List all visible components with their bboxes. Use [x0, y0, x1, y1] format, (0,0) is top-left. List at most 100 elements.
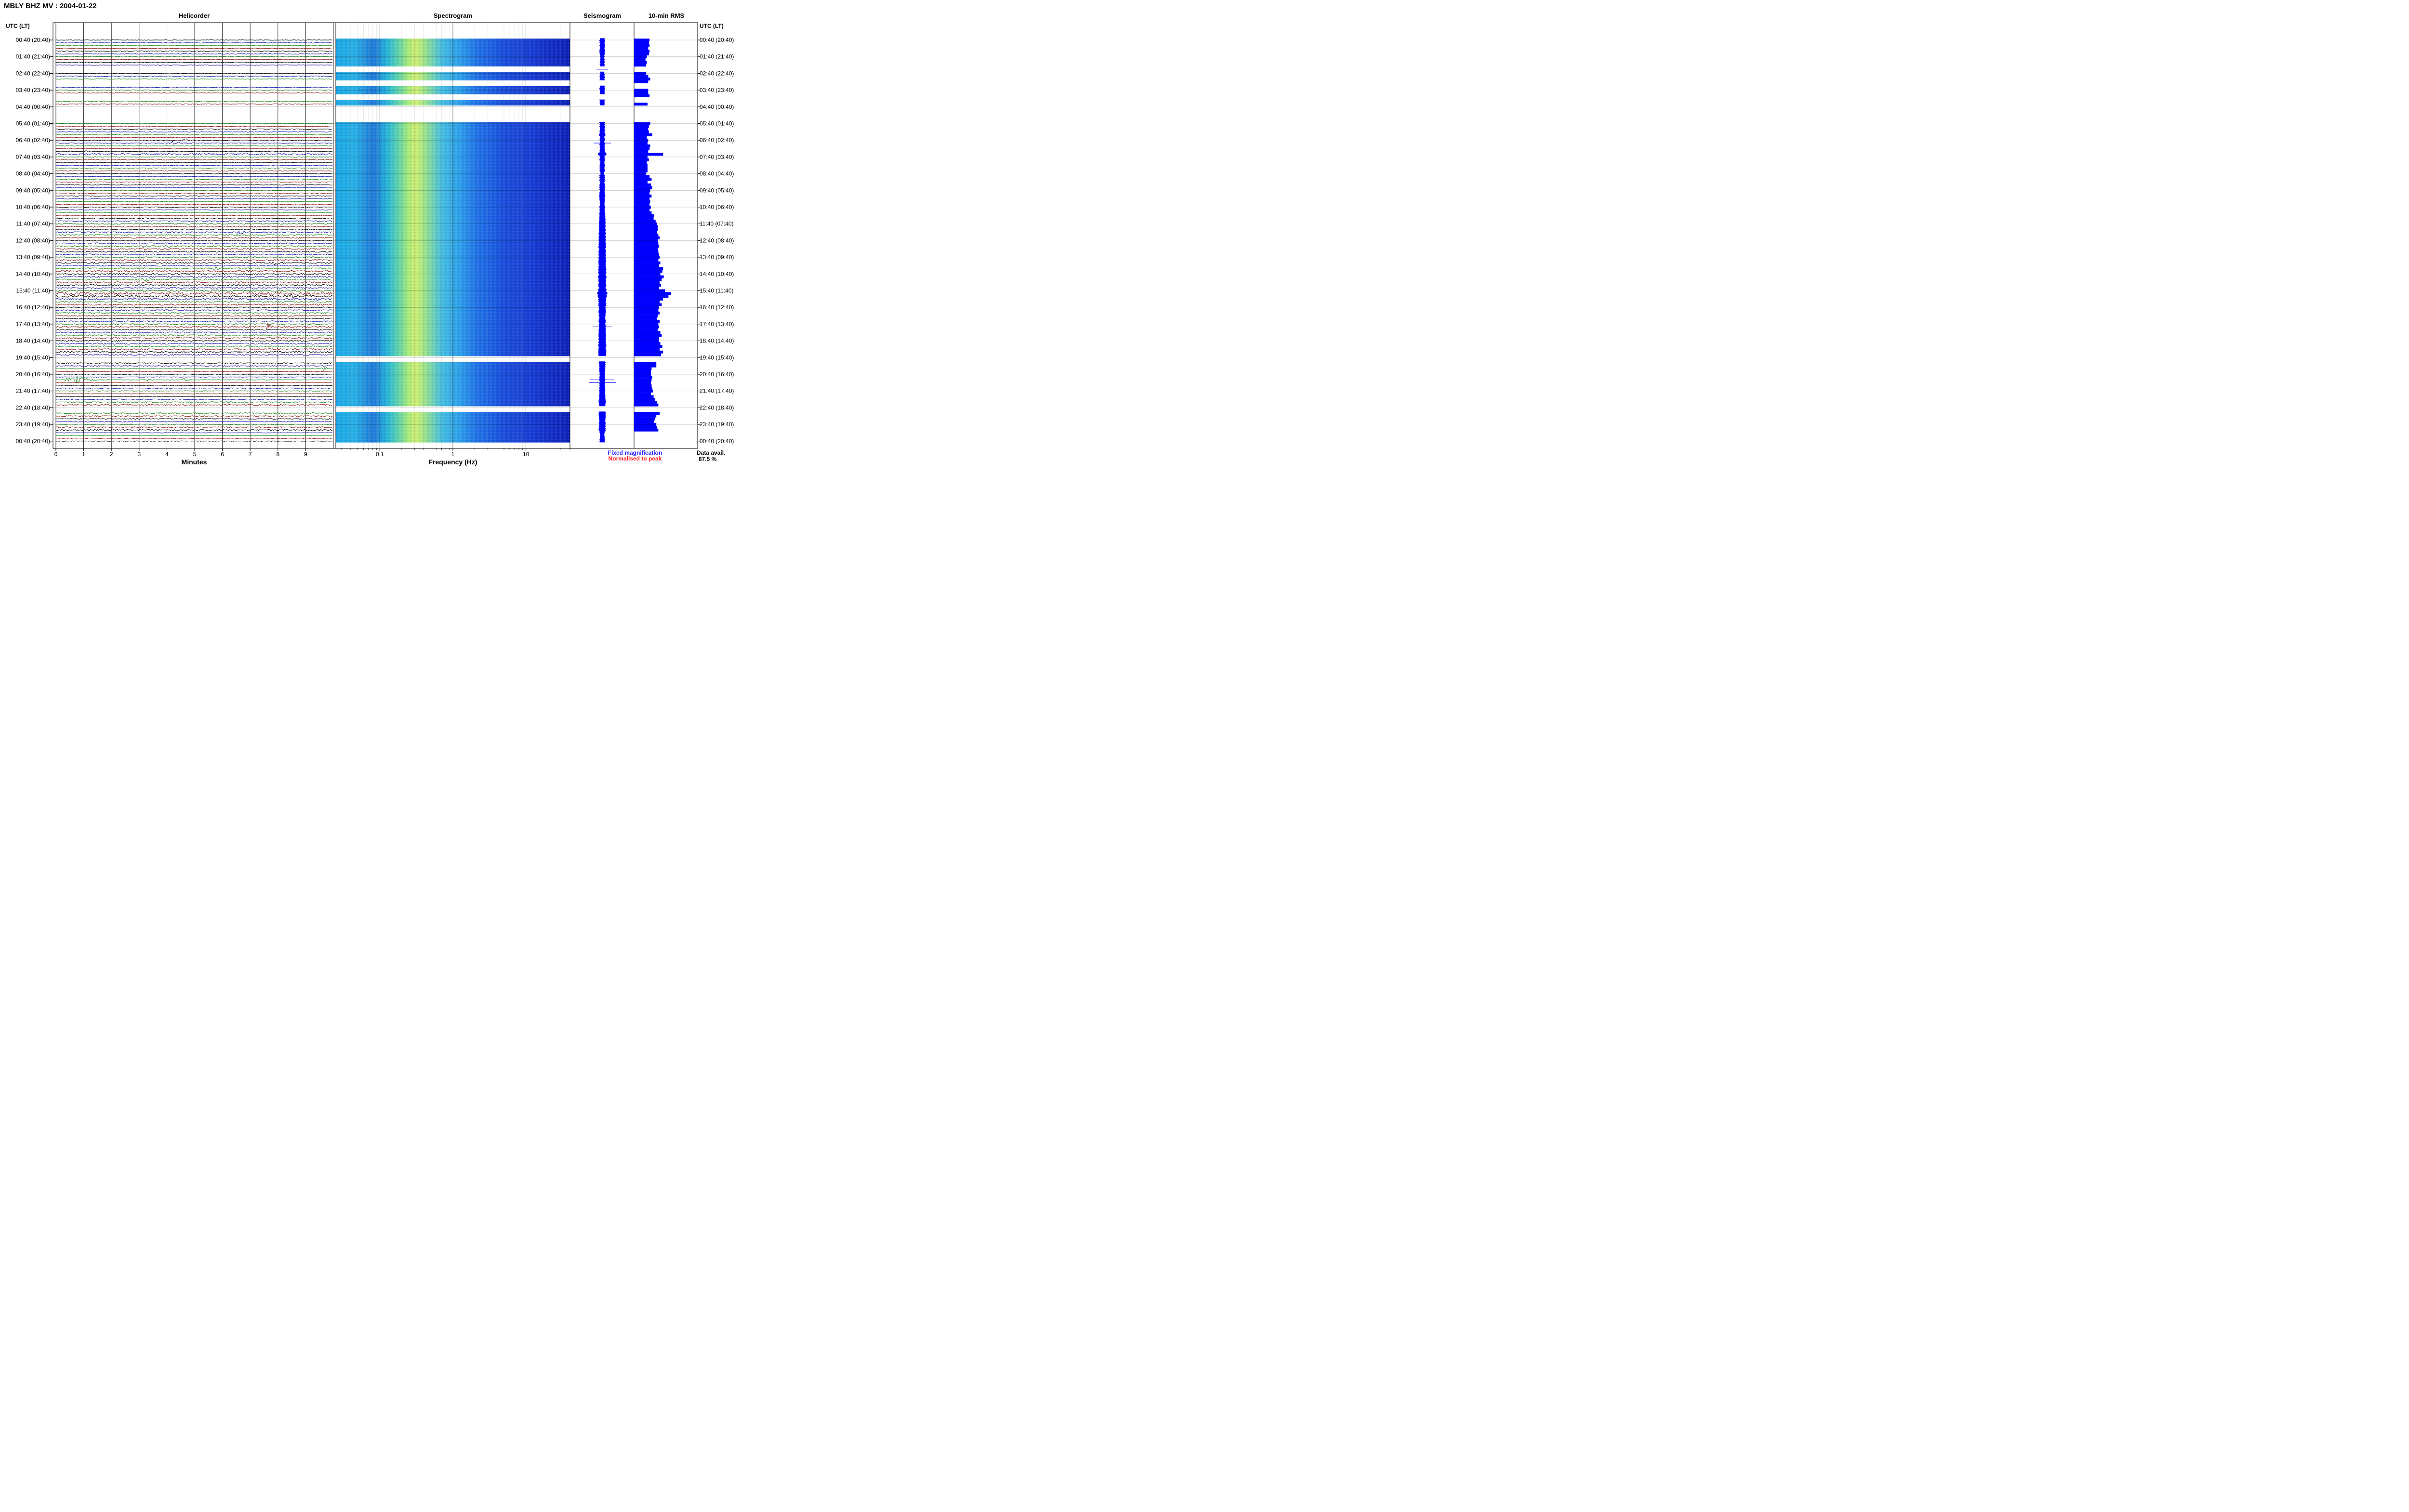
rms-bar	[634, 292, 671, 295]
rms-bar	[634, 144, 650, 147]
helicorder-trace	[55, 334, 333, 337]
helicorder-trace	[55, 276, 333, 278]
rms-bar	[634, 367, 652, 370]
left-time-label: 21:40 (17:40)	[16, 388, 50, 394]
helicorder-trace	[55, 138, 333, 142]
helicorder-trace	[55, 42, 333, 43]
helicorder-trace	[55, 190, 333, 191]
rms-bar	[634, 80, 649, 83]
rms-bar	[634, 89, 649, 92]
helicorder-trace	[55, 382, 333, 383]
helicorder-trace	[55, 159, 333, 160]
rms-bar	[634, 384, 652, 387]
helicorder-trace	[55, 365, 333, 367]
rms-bar	[634, 339, 659, 342]
rms-bar	[634, 153, 663, 156]
right-time-label: 07:40 (03:40)	[700, 154, 734, 160]
rms-bar	[634, 392, 651, 395]
helicorder-trace	[55, 415, 333, 417]
helicorder-trace	[55, 306, 333, 309]
right-time-label: 20:40 (16:40)	[700, 371, 734, 378]
helicorder-trace	[55, 264, 333, 267]
seismogram-trace	[599, 38, 606, 66]
rms-bar	[634, 125, 649, 128]
helicorder-trace	[55, 298, 333, 302]
helicorder-trace	[55, 323, 333, 325]
right-time-label: 09:40 (05:40)	[700, 187, 734, 194]
rms-bar	[634, 133, 652, 136]
left-time-label: 10:40 (06:40)	[16, 204, 50, 210]
rms-bar	[634, 197, 650, 200]
rms-bar	[634, 414, 657, 418]
rms-bar	[634, 272, 661, 276]
rms-bar	[634, 375, 652, 379]
helicorder-trace	[55, 345, 333, 348]
helicorder-trace	[55, 348, 333, 350]
rms-bar	[634, 398, 655, 401]
data-availability-value: 87.5 %	[699, 456, 717, 462]
helicorder-trace	[55, 317, 333, 320]
helicorder-trace	[55, 421, 333, 422]
left-time-label: 23:40 (19:40)	[16, 421, 50, 428]
rms-bar	[634, 284, 661, 287]
helicorder-trace	[55, 140, 333, 145]
rms-bar	[634, 345, 662, 348]
rms-bar	[634, 58, 646, 61]
helicorder-trace	[55, 176, 333, 177]
helicorder-trace	[55, 435, 333, 436]
rms-bar	[634, 320, 660, 323]
helicorder-trace	[55, 201, 333, 202]
helicorder-trace	[55, 225, 333, 228]
rms-bar	[634, 325, 659, 329]
right-time-label: 23:40 (19:40)	[700, 421, 734, 428]
rms-bar	[634, 258, 659, 262]
rms-bar	[634, 61, 647, 64]
rms-bar	[634, 222, 657, 225]
rms-bar	[634, 161, 647, 164]
rms-bar	[634, 72, 647, 75]
helicorder-trace	[55, 126, 333, 127]
helicorder-trace	[55, 239, 333, 242]
helicorder-trace	[55, 173, 333, 174]
right-time-label: 15:40 (11:40)	[700, 288, 734, 294]
seismogram-title: Seismogram	[583, 12, 621, 19]
helicorder-trace	[55, 390, 333, 392]
helicorder-trace	[55, 87, 333, 88]
rms-bar	[634, 309, 659, 312]
rms-bar	[634, 55, 647, 58]
helicorder-trace	[55, 301, 333, 303]
helicorder-trace	[55, 217, 333, 219]
left-time-axis-title: UTC (LT)	[6, 23, 30, 29]
rms-bar	[634, 64, 647, 67]
helicorder-trace	[55, 418, 333, 420]
helicorder-trace	[55, 48, 333, 49]
rms-bar	[634, 91, 649, 94]
rms-bar	[634, 217, 654, 220]
rms-bar	[634, 186, 652, 189]
rms-bar	[634, 417, 655, 421]
right-time-label: 03:40 (23:40)	[700, 87, 734, 93]
seismogram-trace	[599, 71, 605, 80]
helicorder-panel	[53, 22, 336, 449]
rms-bar	[634, 206, 651, 209]
rms-bar	[634, 278, 662, 281]
rms-bar	[634, 364, 657, 368]
helicorder-trace	[55, 228, 333, 231]
right-time-label: 14:40 (10:40)	[700, 271, 734, 277]
helicorder-trace	[55, 312, 333, 314]
helicorder-trace	[55, 331, 333, 334]
helicorder-trace	[55, 45, 333, 46]
rms-bar	[634, 420, 654, 423]
helicorder-trace	[55, 404, 333, 406]
helicorder-trace	[55, 262, 333, 266]
right-time-label: 01:40 (21:40)	[700, 53, 734, 60]
rms-bar	[634, 381, 651, 384]
rms-bar	[634, 412, 660, 415]
rms-bar	[634, 267, 663, 270]
helicorder-trace	[55, 204, 333, 205]
rms-bar	[634, 400, 657, 404]
rms-bar	[634, 373, 651, 376]
helicorder-trace	[55, 398, 333, 400]
right-time-label: 18:40 (14:40)	[700, 338, 734, 344]
minute-tick-label: 2	[110, 451, 113, 458]
